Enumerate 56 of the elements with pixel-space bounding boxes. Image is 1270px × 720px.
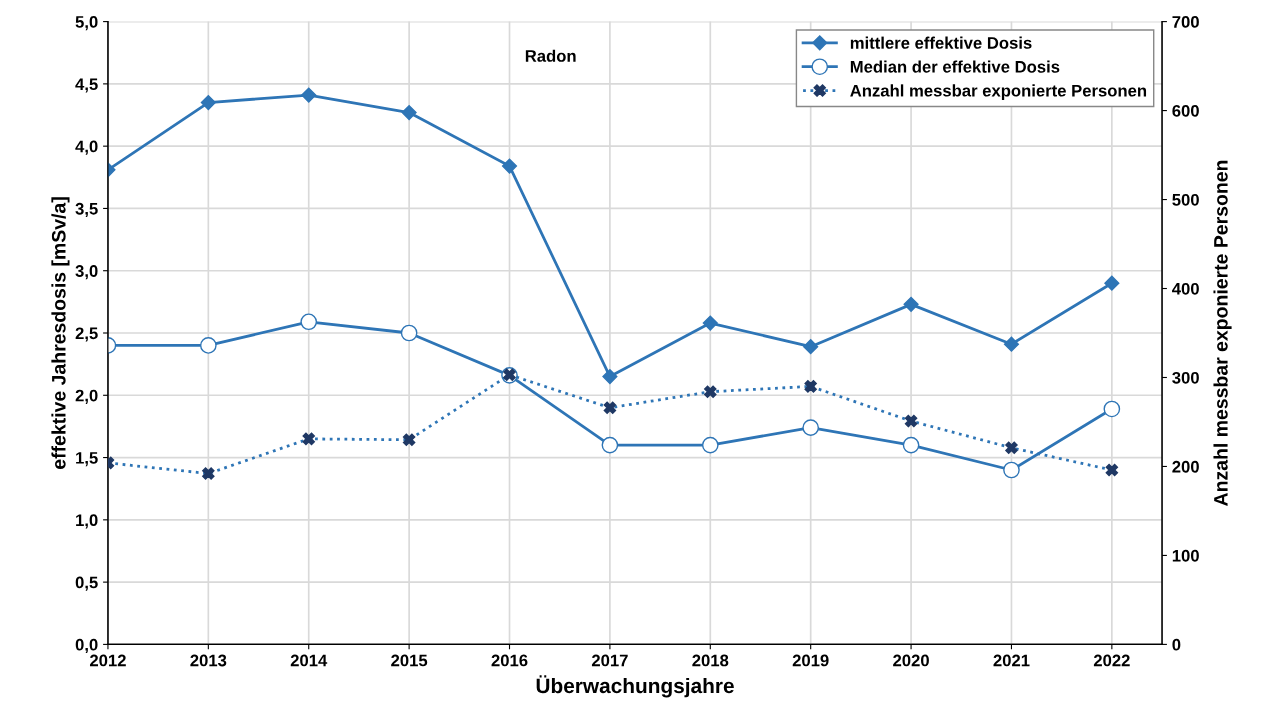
point — [601, 436, 619, 454]
point — [902, 436, 920, 454]
point — [701, 436, 719, 454]
point — [1003, 461, 1020, 479]
y2-tick-label: 0 — [1172, 638, 1181, 651]
y-tick-label: 3,0 — [75, 265, 98, 280]
x-tick-label: 2021 — [993, 654, 1030, 667]
y-tick-label: 1,5 — [76, 452, 98, 467]
legend-label: Median der effektive Dosis — [850, 60, 1060, 73]
y2-tick-label: 400 — [1172, 282, 1199, 295]
point — [200, 337, 217, 354]
x-tick-label: 2020 — [893, 654, 929, 667]
y-tick-label: 5,0 — [75, 16, 98, 31]
point — [802, 419, 820, 436]
point — [702, 315, 718, 331]
y-tick-label: 4,5 — [75, 78, 98, 93]
x-tick-label: 2013 — [190, 654, 227, 667]
x-tick-label: 2022 — [1093, 654, 1130, 667]
x-tick-label: 2017 — [591, 654, 628, 667]
legend-label: Anzahl messbar exponierte Personen — [850, 84, 1147, 100]
point — [501, 158, 518, 174]
point — [1103, 400, 1121, 418]
y-axis-title: effektive Jahresdosis [mSv/a] — [51, 197, 70, 469]
point — [602, 369, 618, 385]
y2-tick-label: 300 — [1172, 371, 1199, 384]
point — [200, 94, 216, 111]
point — [1104, 275, 1120, 291]
point — [401, 104, 417, 121]
y-tick-label: 0,5 — [75, 576, 98, 591]
point — [400, 324, 418, 342]
y2-tick-label: 700 — [1172, 16, 1199, 28]
y2-tick-label: 100 — [1172, 549, 1199, 562]
x-tick-label: 2016 — [491, 654, 528, 667]
y-tick-label: 4,0 — [75, 140, 98, 155]
x-axis-title: Überwachungsjahre — [536, 675, 734, 698]
text: Radon — [525, 49, 576, 62]
x-tick-label: 2012 — [89, 654, 126, 667]
point — [301, 87, 317, 103]
x-tick-label: 2019 — [792, 654, 829, 667]
y2-axis-title: Anzahl messbar exponierte Personen — [1213, 160, 1232, 506]
point — [903, 296, 919, 312]
point — [300, 313, 318, 331]
y2-tick-label: 600 — [1172, 104, 1199, 117]
y-tick-label: 2,0 — [75, 389, 98, 404]
y-tick-label: 1,0 — [76, 514, 98, 529]
legend-label: mittlere effektive Dosis — [850, 36, 1032, 49]
x-tick-label: 2015 — [391, 654, 428, 667]
y2-tick-label: 500 — [1172, 193, 1199, 206]
y-tick-label: 3,5 — [75, 202, 98, 218]
y-tick-label: 2,5 — [75, 327, 98, 342]
point — [1003, 336, 1020, 352]
y-tick-label: 0,0 — [75, 638, 98, 654]
x-tick-label: 2014 — [290, 654, 328, 667]
x-tick-label: 2018 — [692, 654, 729, 667]
y2-tick-label: 200 — [1172, 460, 1199, 473]
point — [803, 339, 819, 355]
